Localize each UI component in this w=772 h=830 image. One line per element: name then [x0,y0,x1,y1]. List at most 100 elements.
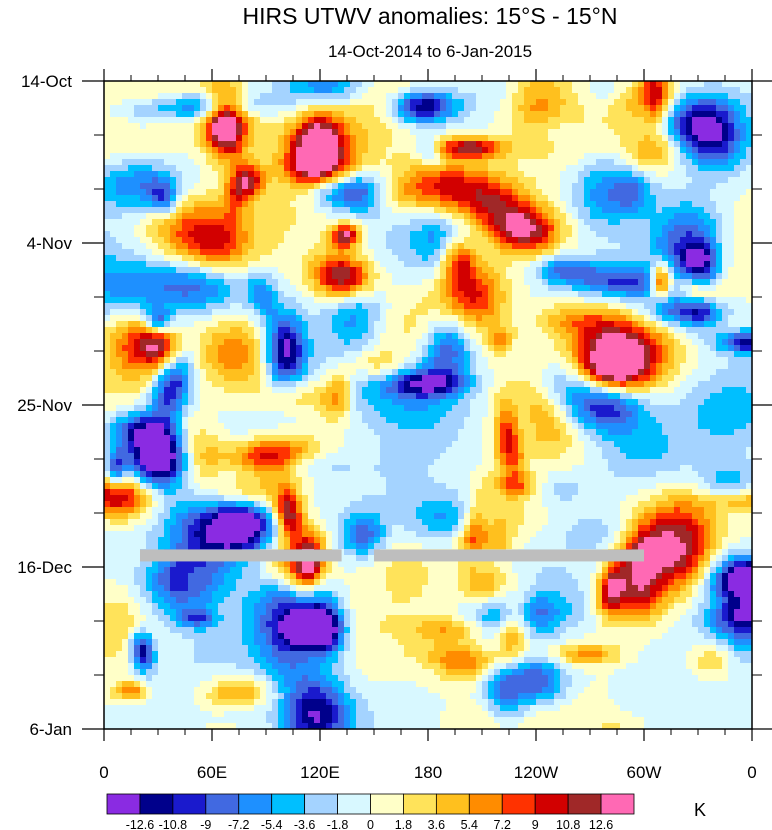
field-cell [662,285,669,292]
field-cell [482,99,489,106]
field-cell [236,165,243,172]
field-cell [530,111,537,118]
field-cell [254,201,261,208]
field-cell [674,261,681,268]
field-cell [734,273,741,280]
field-cell [218,159,225,166]
field-cell [566,189,573,196]
field-cell [494,195,501,202]
field-cell [584,279,591,286]
field-cell [320,255,327,262]
field-cell [488,93,495,100]
field-cell [704,333,711,340]
field-cell [254,273,261,280]
field-cell [338,285,345,292]
field-cell [206,219,213,226]
field-cell [536,267,543,274]
field-cell [218,177,225,184]
field-cell [680,147,687,154]
field-cell [608,339,615,346]
field-cell [698,189,705,196]
field-cell [188,315,195,322]
field-cell [110,351,117,358]
field-cell [680,195,687,202]
field-cell [722,279,729,286]
field-cell [686,135,693,142]
field-cell [614,249,621,256]
field-cell [506,117,513,124]
field-cell [590,177,597,184]
field-cell [302,249,309,256]
field-cell [182,273,189,280]
field-cell [440,165,447,172]
field-cell [464,285,471,292]
field-cell [386,315,393,322]
field-cell [602,351,609,358]
field-cell [158,207,165,214]
field-cell [116,129,123,136]
field-cell [422,159,429,166]
field-cell [158,261,165,268]
field-cell [272,93,279,100]
field-cell [446,219,453,226]
field-cell [380,225,387,232]
field-cell [164,279,171,286]
field-cell [386,135,393,142]
field-cell [248,171,255,178]
field-cell [398,105,405,112]
field-cell [218,327,225,334]
field-cell [464,243,471,250]
field-cell [188,291,195,298]
field-cell [254,207,261,214]
field-cell [236,267,243,274]
field-cell [152,351,159,358]
field-cell [158,357,165,364]
field-cell [446,261,453,268]
field-cell [602,279,609,286]
field-cell [272,315,279,322]
field-cell [194,99,201,106]
field-cell [194,129,201,136]
field-cell [386,165,393,172]
field-cell [392,159,399,166]
field-cell [608,261,615,268]
field-cell [650,111,657,118]
field-cell [170,105,177,112]
field-cell [320,333,327,340]
field-cell [596,339,603,346]
field-cell [110,189,117,196]
field-cell [308,321,315,328]
field-cell [530,237,537,244]
field-cell [164,267,171,274]
field-cell [626,177,633,184]
field-cell [608,135,615,142]
field-cell [146,123,153,130]
field-cell [590,153,597,160]
field-cell [344,153,351,160]
field-cell [380,231,387,238]
field-cell [368,159,375,166]
field-cell [374,273,381,280]
field-cell [182,177,189,184]
field-cell [482,333,489,340]
field-cell [224,81,231,88]
field-cell [332,159,339,166]
field-cell [680,273,687,280]
field-cell [164,117,171,124]
field-cell [170,129,177,136]
field-cell [704,99,711,106]
field-cell [272,351,279,358]
field-cell [170,231,177,238]
field-cell [596,309,603,316]
field-cell [614,309,621,316]
field-cell [146,81,153,88]
field-cell [272,135,279,142]
field-cell [494,315,501,322]
field-cell [368,333,375,340]
field-cell [656,147,663,154]
field-cell [278,279,285,286]
field-cell [746,129,753,136]
field-cell [374,135,381,142]
field-cell [134,147,141,154]
field-cell [356,165,363,172]
